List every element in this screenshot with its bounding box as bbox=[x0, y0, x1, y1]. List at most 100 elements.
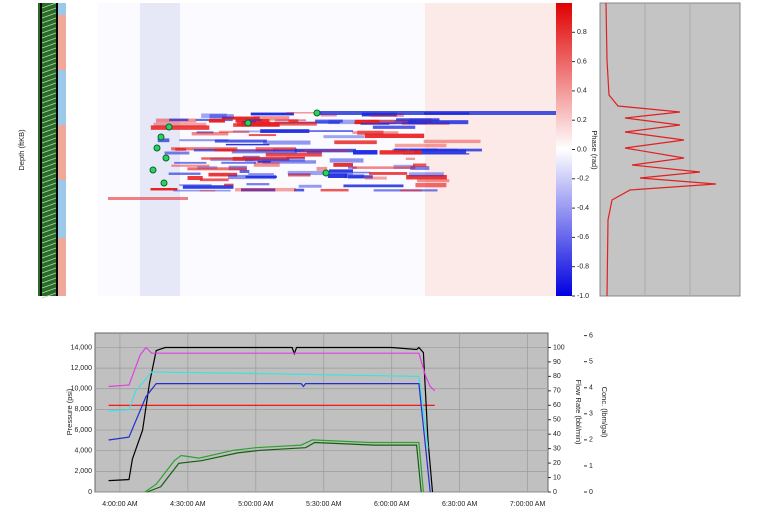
hatch-line bbox=[41, 27, 57, 34]
hatch-line bbox=[41, 127, 57, 134]
y2-tick-label: 20 bbox=[553, 460, 561, 467]
streak bbox=[199, 178, 229, 182]
streak bbox=[228, 174, 276, 180]
hatch-line bbox=[41, 287, 57, 294]
hatch-line bbox=[41, 107, 57, 114]
streak bbox=[410, 166, 430, 170]
streak bbox=[221, 161, 256, 164]
streak bbox=[352, 166, 416, 169]
hatch-line bbox=[41, 137, 57, 144]
streak bbox=[209, 114, 234, 119]
streak bbox=[370, 113, 404, 117]
streak bbox=[415, 182, 447, 188]
streak bbox=[153, 122, 207, 127]
hatch-line bbox=[41, 212, 57, 219]
streak bbox=[328, 169, 354, 172]
streak bbox=[400, 189, 422, 192]
hatch-line bbox=[41, 167, 57, 174]
streak bbox=[193, 149, 231, 152]
hatch-line bbox=[41, 92, 57, 99]
streak bbox=[171, 164, 210, 167]
streak bbox=[248, 134, 277, 137]
hatch-line bbox=[41, 62, 57, 69]
streak bbox=[287, 170, 353, 176]
colorbar-label: Phase (rad) bbox=[590, 130, 599, 170]
hatch-line bbox=[41, 282, 57, 289]
streak bbox=[423, 139, 481, 144]
hatch-line bbox=[41, 227, 57, 234]
y2-tick-label: 90 bbox=[553, 359, 561, 366]
streak bbox=[214, 148, 236, 152]
streak bbox=[320, 188, 349, 192]
x-tick-label: 6:30:00 AM bbox=[442, 501, 478, 508]
hatch-line bbox=[41, 82, 57, 89]
streak bbox=[218, 130, 250, 134]
colorbar-tick-label: -1.0 bbox=[577, 293, 589, 300]
streak bbox=[245, 158, 305, 162]
streak bbox=[255, 147, 297, 152]
y3-tick-label: 2 bbox=[589, 437, 593, 444]
hatch-line bbox=[41, 197, 57, 204]
y2-axis-label: Flow Rate (bbl/min) bbox=[574, 379, 583, 445]
streak bbox=[208, 118, 225, 123]
streak bbox=[308, 130, 354, 132]
streak bbox=[318, 111, 556, 115]
streak bbox=[164, 151, 190, 155]
hatch-line bbox=[41, 47, 57, 54]
streak bbox=[257, 160, 271, 163]
hatch-line bbox=[41, 97, 57, 104]
streak bbox=[169, 118, 189, 122]
streak bbox=[412, 163, 427, 167]
streak bbox=[299, 149, 349, 152]
hatch-line bbox=[41, 2, 57, 9]
streak bbox=[187, 167, 247, 171]
hatch-line bbox=[41, 202, 57, 209]
hatch-line bbox=[41, 147, 57, 154]
hatch-line bbox=[41, 7, 57, 14]
y3-tick-label: 0 bbox=[589, 489, 593, 496]
streak bbox=[221, 116, 260, 120]
hatch-line bbox=[41, 157, 57, 164]
streak bbox=[406, 174, 447, 180]
colorbar bbox=[556, 3, 572, 296]
y3-axis-label: Conc. (lbm/gal) bbox=[600, 387, 609, 438]
streak bbox=[173, 189, 231, 192]
streak bbox=[357, 130, 384, 135]
hatch-line bbox=[41, 112, 57, 119]
streak bbox=[260, 129, 310, 133]
colorbar-tick-label: 0.8 bbox=[577, 29, 587, 36]
colorbar-tick-label: -0.2 bbox=[577, 176, 589, 183]
hatch-line bbox=[41, 52, 57, 59]
y-tick-label: 4,000 bbox=[74, 448, 92, 455]
streak bbox=[364, 133, 425, 139]
y2-tick-label: 60 bbox=[553, 402, 561, 409]
streak bbox=[364, 176, 387, 180]
colorbar-tick-label: 0.0 bbox=[577, 146, 587, 153]
profile-panel bbox=[599, 2, 741, 297]
colorbar-tick-label: -0.6 bbox=[577, 234, 589, 241]
streak bbox=[232, 130, 289, 133]
y-tick-label: 0 bbox=[88, 489, 92, 496]
streak bbox=[248, 173, 274, 175]
streak bbox=[187, 175, 203, 181]
hatch-line bbox=[41, 272, 57, 279]
hatch-line bbox=[41, 122, 57, 129]
streak bbox=[407, 120, 469, 125]
y-tick-label: 12,000 bbox=[71, 365, 93, 372]
streak bbox=[253, 116, 290, 121]
streak bbox=[259, 121, 317, 126]
y3-tick-label: 3 bbox=[589, 411, 593, 418]
streak bbox=[224, 183, 234, 186]
hatch-line bbox=[41, 152, 57, 159]
y-axis-label: Depth (ftKB) bbox=[17, 129, 26, 171]
streak bbox=[360, 123, 390, 125]
y2-tick-label: 70 bbox=[553, 388, 561, 395]
streak bbox=[233, 123, 280, 127]
hatch-line bbox=[41, 42, 57, 49]
streak bbox=[323, 135, 365, 139]
streak bbox=[372, 125, 416, 129]
series-line bbox=[108, 346, 434, 493]
x-tick-label: 7:00:00 AM bbox=[510, 501, 546, 508]
hatch-line bbox=[41, 117, 57, 124]
